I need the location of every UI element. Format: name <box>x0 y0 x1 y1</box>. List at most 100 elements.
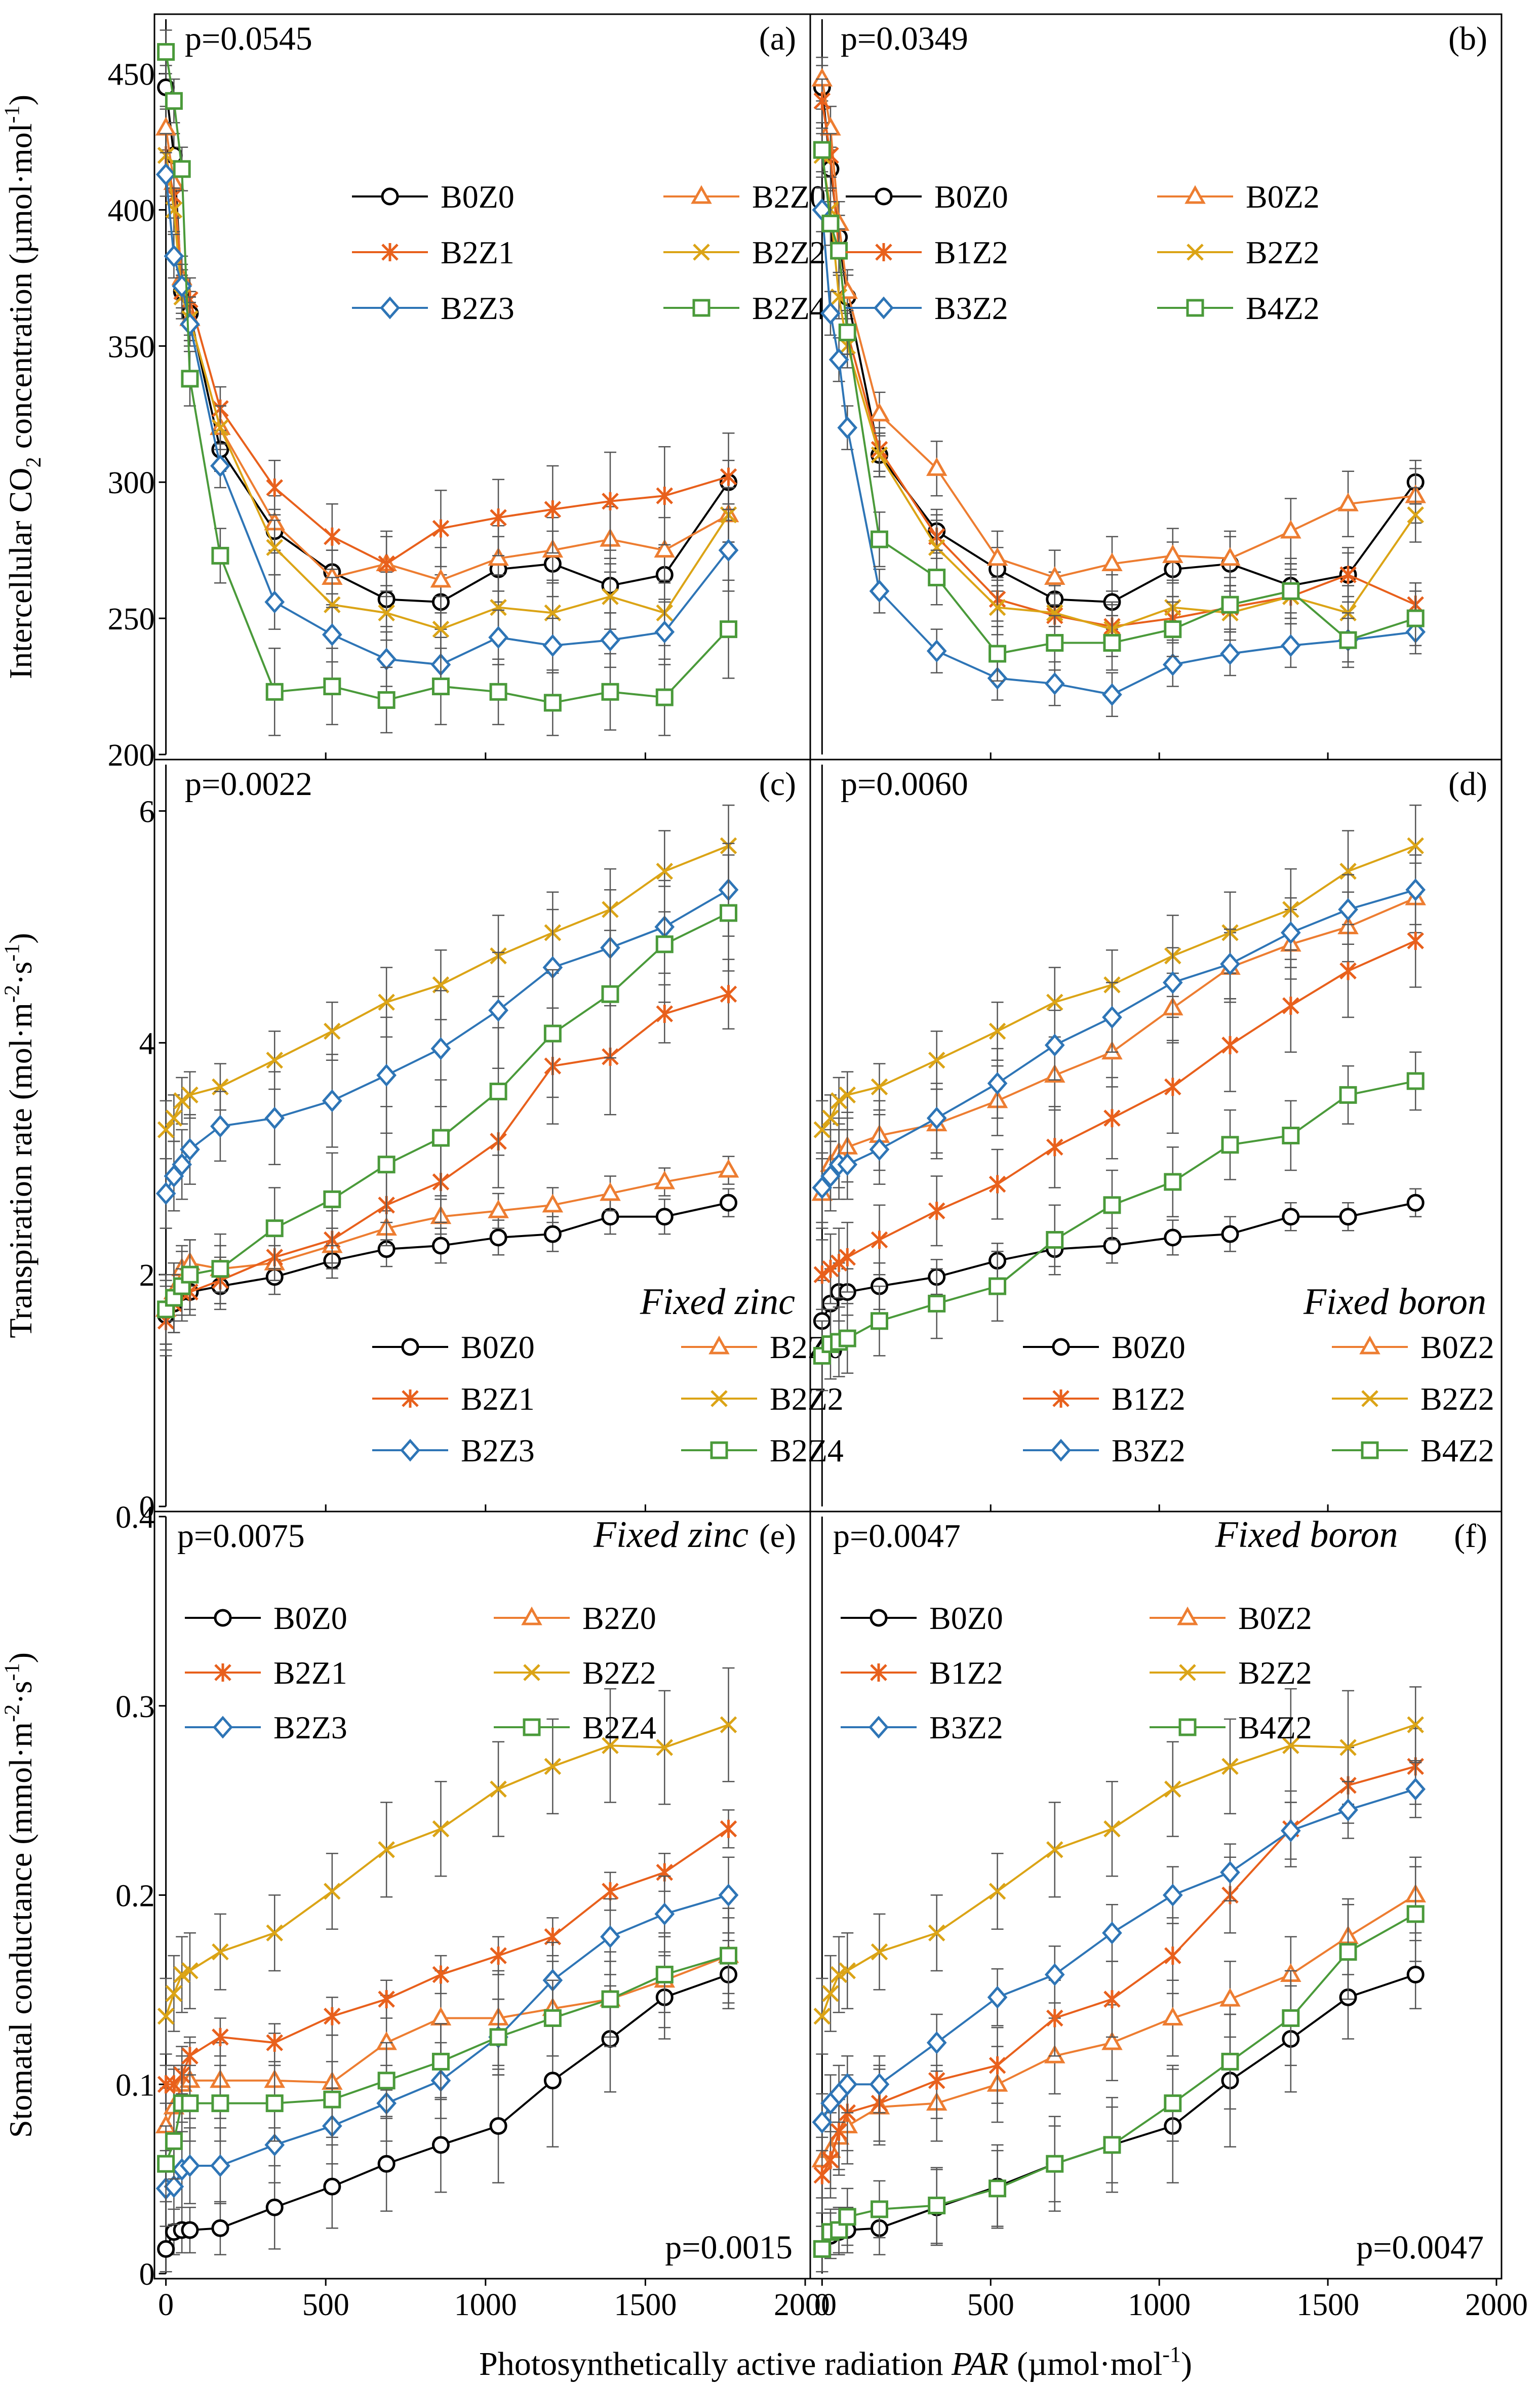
data-point <box>1103 1990 1121 2009</box>
data-point <box>656 862 674 880</box>
data-point <box>720 904 738 922</box>
data-point <box>828 348 849 371</box>
y-tick-label: 0.3 <box>115 1690 155 1724</box>
data-point <box>172 1153 192 1176</box>
series-line <box>821 78 1416 579</box>
data-point <box>210 2154 230 2177</box>
legend-label: B0Z2 <box>1246 179 1320 215</box>
legend-marker <box>691 185 712 204</box>
data-point <box>602 492 619 510</box>
x-tick-label: 2000 <box>1465 2288 1528 2322</box>
data-point <box>871 1230 888 1249</box>
legend-marker <box>1187 244 1204 261</box>
data-point <box>1164 1228 1182 1247</box>
legend-item-B1Z2: B1Z2 <box>841 1655 1003 1691</box>
data-point <box>180 2154 200 2177</box>
data-point <box>1339 1943 1357 1961</box>
legend-item-B2Z4: B2Z4 <box>663 290 826 326</box>
legend-marker <box>868 1716 889 1739</box>
data-point <box>211 546 229 565</box>
legend-item-B4Z2: B4Z2 <box>1157 290 1320 326</box>
series-B4Z2 <box>813 127 1425 682</box>
legend-label: B2Z2 <box>1238 1655 1312 1691</box>
legend-item-B4Z2: B4Z2 <box>1150 1710 1312 1745</box>
data-point <box>718 1883 739 1907</box>
data-point <box>1046 993 1063 1011</box>
legend: B0Z0 B2Z0 B2Z1 B2Z2 B2Z3 B2Z4 <box>352 179 826 326</box>
data-point <box>542 634 563 657</box>
data-point <box>1221 1758 1239 1775</box>
y-tick-label: 0.4 <box>115 1500 155 1535</box>
data-point <box>1103 1820 1121 1838</box>
series-B4Z2 <box>813 1051 1425 1392</box>
legend-marker <box>875 243 892 261</box>
data-point <box>813 2240 831 2258</box>
data-point <box>928 2071 945 2090</box>
series-B2Z2 <box>157 1667 737 2055</box>
data-point <box>543 2009 562 2027</box>
legend-label: B0Z0 <box>441 179 515 215</box>
legend-item-B2Z0: B2Z0 <box>663 179 826 215</box>
data-point <box>265 683 284 701</box>
data-point <box>544 500 562 519</box>
legend-marker <box>401 1338 419 1356</box>
y-axis-label-part: concentration (µmol·mo <box>3 132 38 457</box>
data-point <box>266 1051 283 1069</box>
data-point <box>542 1194 564 1213</box>
data-point <box>601 1990 619 2008</box>
data-point <box>157 2007 175 2025</box>
data-point <box>376 1063 397 1087</box>
data-point <box>813 141 831 159</box>
data-point <box>1162 971 1183 994</box>
legend-label: B2Z1 <box>273 1655 347 1691</box>
series-B2Z2 <box>813 804 1424 1160</box>
data-point <box>164 2175 184 2198</box>
data-point <box>1102 1006 1122 1029</box>
data-point <box>1102 683 1122 706</box>
data-point <box>830 1966 848 1983</box>
data-point <box>324 596 341 613</box>
data-point <box>1339 962 1357 980</box>
data-point <box>377 691 396 709</box>
legend-label: B2Z4 <box>752 290 826 326</box>
data-point <box>430 2007 452 2025</box>
legend-item-B0Z2: B0Z2 <box>1150 1600 1312 1636</box>
data-point <box>926 640 947 663</box>
legend-marker <box>874 296 894 320</box>
data-point <box>812 1176 833 1200</box>
data-point <box>164 245 184 268</box>
legend-marker <box>1361 1441 1379 1459</box>
data-point <box>431 1129 450 1147</box>
data-point <box>173 160 191 178</box>
legend: B0Z0 B2Z0 B2Z1 B2Z2 B2Z3 B2Z4 <box>185 1600 656 1745</box>
p-value: p=0.0349 <box>841 20 968 57</box>
legend-label: B3Z2 <box>1112 1433 1186 1468</box>
data-point <box>155 116 177 136</box>
data-point <box>987 1071 1008 1095</box>
x-axis-label: Photosynthetically active radiation PAR … <box>479 2342 1192 2382</box>
data-point <box>1103 2136 1121 2154</box>
data-point <box>165 1109 183 1127</box>
data-point <box>1280 520 1301 539</box>
data-point <box>266 478 283 497</box>
data-point <box>264 590 285 614</box>
legend-label: B4Z2 <box>1420 1433 1494 1468</box>
data-point <box>181 2221 199 2239</box>
y-axis-label-part: -1 <box>1 1663 24 1681</box>
series-B2Z2 <box>157 804 737 1160</box>
y-tick-label: 6 <box>139 795 155 829</box>
legend-marker <box>1184 185 1206 204</box>
p-value-secondary: p=0.0015 <box>665 2229 793 2266</box>
data-point <box>181 2094 199 2113</box>
data-point <box>654 1170 676 1189</box>
data-point <box>655 935 674 953</box>
data-point <box>720 1819 737 1838</box>
legend-marker <box>875 187 893 206</box>
data-point <box>1339 631 1357 649</box>
legend-item-B2Z4: B2Z4 <box>681 1433 844 1468</box>
data-point <box>1164 2094 1182 2113</box>
data-point <box>871 446 888 464</box>
data-point <box>378 993 395 1011</box>
legend-item-B2Z2: B2Z2 <box>663 234 826 270</box>
data-point <box>211 1260 229 1278</box>
